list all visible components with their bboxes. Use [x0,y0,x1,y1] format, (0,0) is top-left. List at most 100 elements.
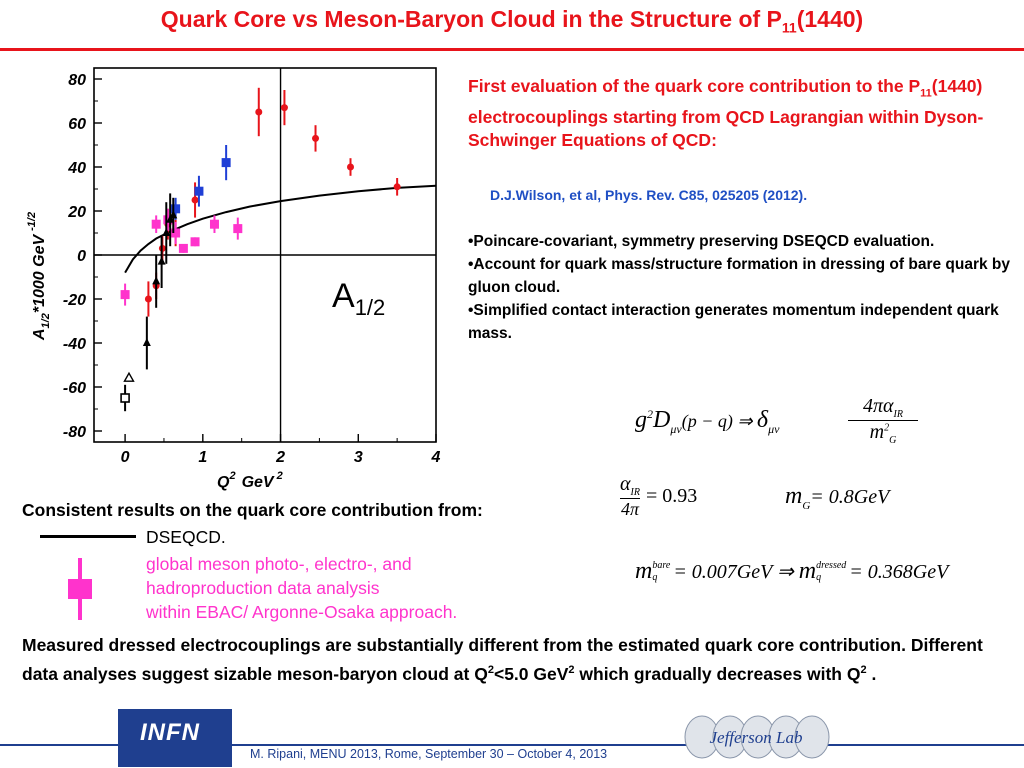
x-tick-label: 2 [275,449,285,466]
data-point [171,222,181,244]
eq4-sub2: q [816,572,822,584]
conclusion-sup: 2 [860,664,867,676]
circle-marker [280,104,288,112]
circle-marker [144,295,152,303]
eq1-g: g [635,407,647,433]
eq1-d-sub: μν [670,421,682,436]
conclusion-paragraph: Measured dressed electrocouplings are su… [22,633,1012,687]
square-marker [190,237,200,247]
eq1-den: m [869,421,885,443]
conclusion-part: Measured dressed electrocouplings are su… [22,635,983,684]
right-heading: First evaluation of the quark core contr… [468,75,1008,152]
conclusion-part: <5.0 GeV [493,663,569,684]
infn-logo-text: INFN [140,719,200,746]
eq3-m: m [785,483,803,509]
square-marker [120,290,130,300]
data-point [280,90,288,126]
chart-annotation: A1/2 [332,277,385,320]
data-point [178,243,188,253]
bullet-item: •Account for quark mass/structure format… [468,256,1011,296]
circle-marker [393,183,401,191]
triangle-marker [162,228,171,236]
square-marker [233,224,243,234]
citation: D.J.Wilson, et al, Phys. Rev. C85, 02520… [490,187,808,203]
bullet-item: •Simplified contact interaction generate… [468,302,999,342]
annotation-main: A [332,277,355,315]
footer-divider [0,744,1024,746]
y-tick-label: 80 [68,72,86,89]
data-point [255,87,263,137]
y-label-unit: *1000 GeV [31,234,48,314]
triangle-marker [169,210,178,219]
title-tail: (1440) [796,6,864,32]
data-point [152,255,161,308]
x-tick-label: 3 [354,449,363,466]
eq1-d: D [653,407,671,433]
equation-gluon-propagator: g2Dμν(p − q) ⇒ δμν [635,407,779,437]
x-tick-label: 4 [431,449,441,466]
y-tick-label: -20 [63,292,86,309]
title-subscript: 11 [781,19,797,36]
y-tick-label: 0 [77,248,86,265]
conclusion-sup: 2 [487,664,494,676]
data-point [233,217,243,240]
eq4-sub: q [652,572,658,584]
jefferson-lab-logo: Jefferson Lab [684,715,830,759]
bullet-item: •Poincare-covariant, symmetry preserving… [468,233,935,250]
circle-marker [347,163,354,171]
conclusion-sup: 2 [568,664,575,676]
title-main: Quark Core vs Meson-Baryon Cloud in the … [160,6,782,32]
eq1-den-sup: 2 [884,422,890,434]
triangle-marker [157,256,166,265]
y-label-sub: 1/2 [40,313,52,328]
square-marker [171,204,181,214]
x-label-unit-sup: 2 [276,470,283,482]
x-tick-label: 1 [198,449,207,466]
x-axis-ticks: 0 1 2 3 4 [121,434,441,466]
eq3-rhs: = 0.8GeV [810,486,890,508]
eq1-arg: (p − q) ⇒ [681,411,757,431]
eq1-alpha: α [883,395,894,417]
legend-marker-line: global meson photo-, electro-, and [146,554,412,574]
consistent-heading: Consistent results on the quark core con… [22,500,483,520]
y-label-exp: -1/2 [26,212,38,231]
eq4-sup: bare [652,560,671,572]
data-point [194,175,204,207]
legend-line-label: DSEQCD. [146,527,226,547]
right-heading-b: (1440) electrocouplings starting from QC… [468,76,984,150]
eq1-g-sup: 2 [647,407,653,421]
eq4-sup2: dressed [816,560,847,572]
data-point [347,158,354,176]
x-label-sup: 2 [228,470,235,482]
eq1-delta-sub: μν [768,421,780,436]
y-tick-label: -40 [63,336,86,353]
y-label-a: A [31,328,48,341]
data-point [151,215,161,233]
circle-marker [191,196,199,204]
eq4-m2: m [798,558,817,584]
triangle-marker [166,214,175,223]
eq4-m: m [635,558,653,584]
data-point [221,145,231,181]
circle-marker [255,108,263,116]
x-axis-label: Q2 GeV 2 [217,470,283,491]
data-point [190,237,200,247]
x-label-unit: GeV [242,474,275,491]
y-tick-label: 20 [67,204,86,221]
annotation-sub: 1/2 [355,295,386,320]
eq3-sub: G [802,499,811,512]
data-point [169,197,178,233]
data-point [157,235,166,288]
legend-marker-line: within EBAC/ Argonne-Osaka approach. [146,602,458,622]
data-point [312,125,320,152]
title-divider [0,48,1024,51]
conclusion-part: which gradually decreases with Q [574,663,861,684]
data-point [393,178,401,196]
infn-logo [118,709,232,767]
circle-marker [312,134,320,142]
data-point [120,283,130,306]
legend-marker-label: global meson photo-, electro-, and hadro… [146,552,457,624]
equation-fraction: 4παIR m2G [848,395,918,446]
data-point [142,316,151,370]
